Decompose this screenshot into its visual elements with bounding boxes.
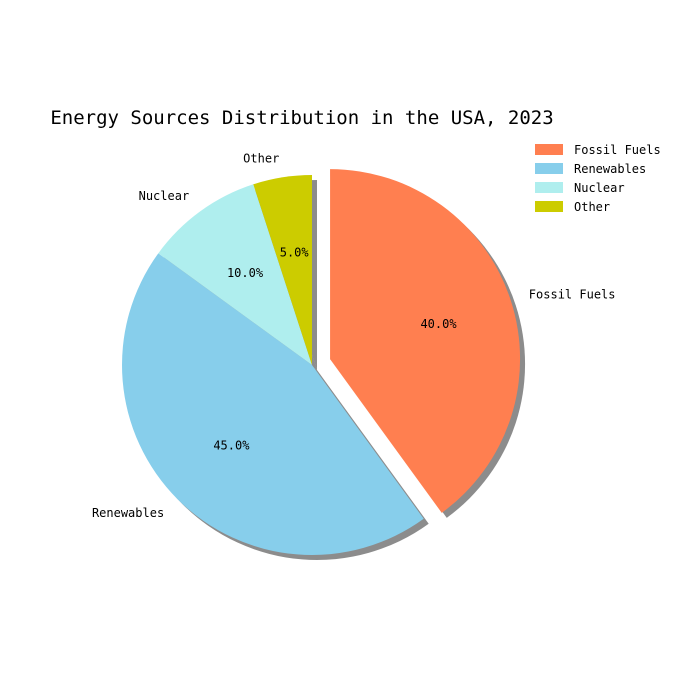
slice-fossil-fuels xyxy=(330,169,521,513)
legend-label-fossil-fuels: Fossil Fuels xyxy=(574,143,661,157)
slice-label-other: Other xyxy=(243,152,279,166)
slice-nuclear xyxy=(158,184,312,365)
slice-labels: Fossil Fuels 40.0% Renewables 45.0% Nuclear 1… xyxy=(92,152,616,520)
chart-title: Energy Sources Distribution in the USA, … xyxy=(50,107,553,129)
slice-renewables xyxy=(122,253,424,555)
legend-swatch-other xyxy=(535,201,563,212)
slice-label-renewables: Renewables xyxy=(92,506,164,520)
percent-label-other: 5.0% xyxy=(280,245,310,259)
percent-label-fossil-fuels: 40.0% xyxy=(420,317,457,331)
legend: Fossil Fuels Renewables Nuclear Other xyxy=(535,143,661,214)
legend-swatch-renewables xyxy=(535,163,563,174)
legend-label-renewables: Renewables xyxy=(574,162,646,176)
slice-label-fossil-fuels: Fossil Fuels xyxy=(529,288,616,302)
percent-label-renewables: 45.0% xyxy=(213,439,250,453)
legend-swatch-fossil-fuels xyxy=(535,144,563,155)
percent-label-nuclear: 10.0% xyxy=(227,266,264,280)
legend-label-nuclear: Nuclear xyxy=(574,181,625,195)
slice-label-nuclear: Nuclear xyxy=(139,189,190,203)
legend-label-other: Other xyxy=(574,200,610,214)
legend-swatch-nuclear xyxy=(535,182,563,193)
slice-other xyxy=(253,175,312,365)
pie-slices xyxy=(122,169,521,555)
